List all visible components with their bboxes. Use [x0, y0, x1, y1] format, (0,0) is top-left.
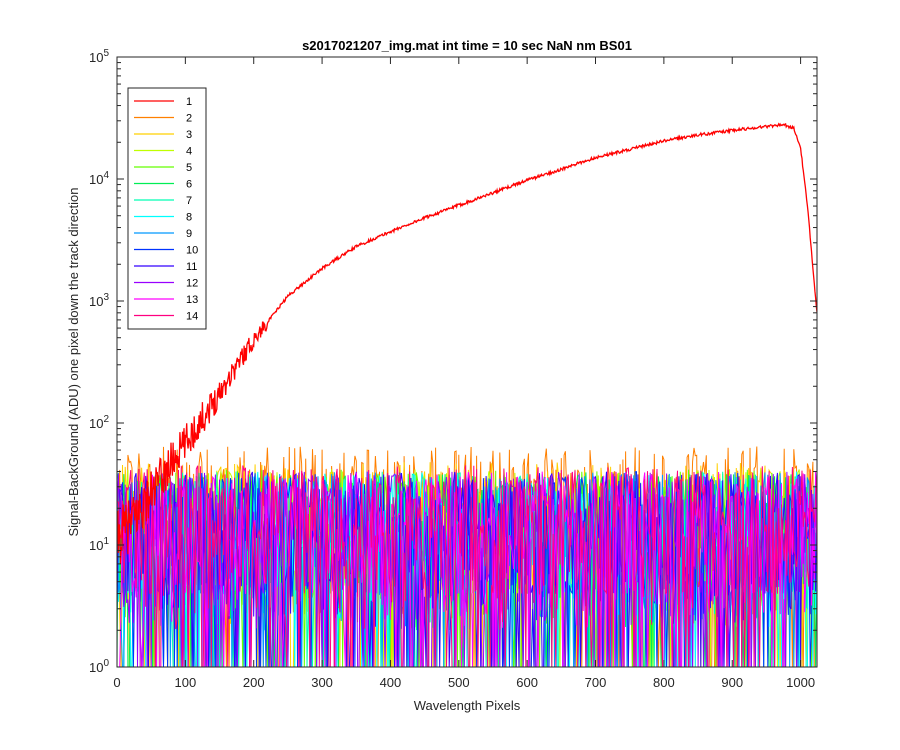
y-tick-exponent: 2 — [103, 414, 109, 425]
y-tick-exponent: 1 — [103, 536, 109, 547]
legend-label-11: 11 — [186, 261, 197, 273]
y-tick-label: 100 — [89, 658, 109, 675]
legend-label-10: 10 — [186, 245, 198, 257]
legend-box — [127, 87, 207, 330]
legend-label-6: 6 — [186, 179, 192, 191]
legend-label-1: 1 — [186, 96, 192, 108]
x-tick-label: 600 — [516, 675, 538, 690]
series-14-line — [117, 465, 817, 667]
x-tick-label: 0 — [113, 675, 120, 690]
y-tick-label: 102 — [89, 414, 109, 431]
x-tick-label: 300 — [311, 675, 333, 690]
legend-label-3: 3 — [186, 129, 192, 141]
series-layer — [117, 122, 817, 667]
x-axis-title: Wavelength Pixels — [414, 698, 521, 713]
x-tick-label: 700 — [585, 675, 607, 690]
x-tick-label: 1000 — [786, 675, 815, 690]
y-tick-base: 10 — [89, 538, 103, 553]
y-tick-base: 10 — [89, 416, 103, 431]
y-tick-label: 103 — [89, 292, 109, 309]
x-axis: 0 100 200 300 400 500 600 700 800 900 1000 — [113, 57, 815, 690]
y-tick-exponent: 4 — [103, 170, 109, 181]
x-tick-label: 500 — [448, 675, 470, 690]
legend-label-4: 4 — [186, 146, 192, 158]
plot-frame — [116, 56, 818, 668]
legend-label-8: 8 — [186, 212, 192, 224]
legend-label-9: 9 — [186, 228, 192, 240]
y-tick-base: 10 — [89, 294, 103, 309]
y-axis-title: Signal-BackGround (ADU) one pixel down t… — [66, 187, 81, 536]
legend-label-12: 12 — [186, 278, 198, 290]
chart-title: s2017021207_img.mat int time = 10 sec Na… — [302, 38, 632, 53]
series-1-line — [117, 122, 817, 564]
x-tick-label: 800 — [653, 675, 675, 690]
y-tick-label: 104 — [89, 170, 109, 187]
y-tick-base: 10 — [89, 172, 103, 187]
y-tick-exponent: 0 — [103, 658, 109, 669]
legend-label-2: 2 — [186, 113, 192, 125]
legend-label-14: 14 — [186, 311, 198, 323]
x-tick-label: 100 — [175, 675, 197, 690]
y-tick-label: 105 — [89, 48, 109, 65]
y-tick-exponent: 5 — [103, 48, 109, 59]
legend-label-13: 13 — [186, 294, 198, 306]
y-tick-exponent: 3 — [103, 292, 109, 303]
legend-label-5: 5 — [186, 162, 192, 174]
legend-label-7: 7 — [186, 195, 192, 207]
x-tick-label: 900 — [721, 675, 743, 690]
y-tick-base: 10 — [89, 50, 103, 65]
y-tick-label: 101 — [89, 536, 109, 553]
x-tick-label: 200 — [243, 675, 265, 690]
x-tick-label: 400 — [380, 675, 402, 690]
y-tick-base: 10 — [89, 660, 103, 675]
